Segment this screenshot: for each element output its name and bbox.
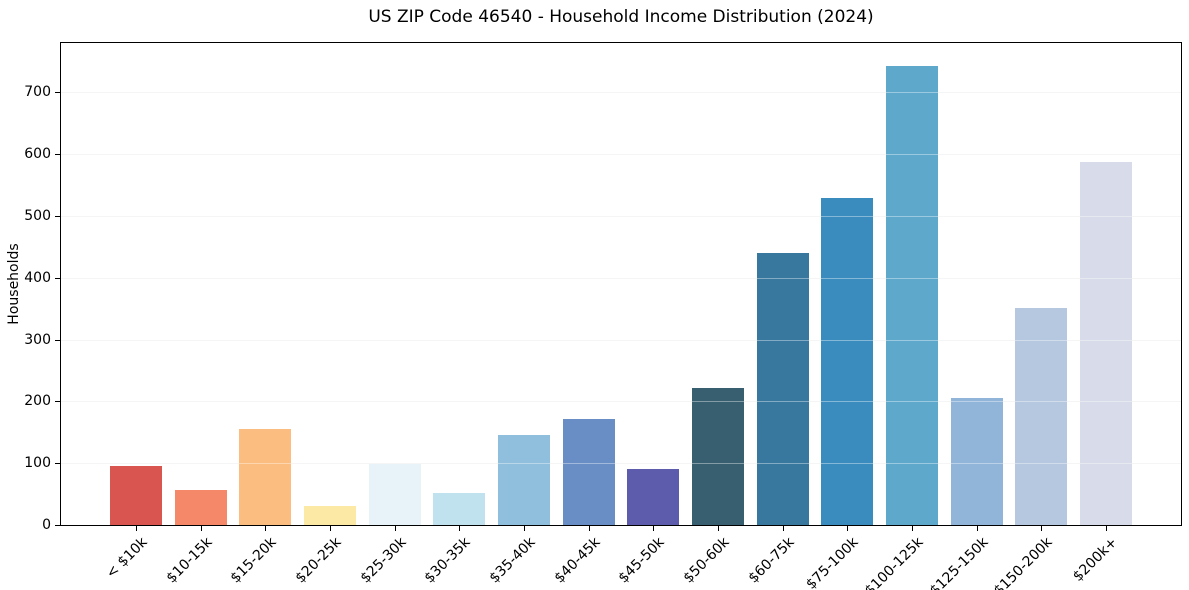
gridline xyxy=(61,154,1181,156)
bar-20-25k xyxy=(304,505,356,525)
bar-150-200k xyxy=(1015,308,1068,525)
x-tick-label: $45-50k xyxy=(615,534,668,587)
plot-area xyxy=(60,42,1182,526)
gridline-overlay xyxy=(61,216,1181,218)
x-tick-mark xyxy=(265,526,267,531)
x-tick-label: $15-20k xyxy=(227,534,280,587)
x-tick-mark xyxy=(847,526,849,531)
gridline xyxy=(61,216,1181,218)
x-tick-mark xyxy=(330,526,331,531)
gridline xyxy=(61,401,1181,403)
bar-60-75k xyxy=(756,252,809,525)
y-tick-mark xyxy=(55,277,60,279)
bar-75-100k xyxy=(821,197,874,525)
gridline-overlay xyxy=(61,463,1181,465)
x-tick-mark xyxy=(588,526,590,531)
x-tick-label: $100-125k xyxy=(861,534,927,590)
x-tick-mark xyxy=(394,526,396,531)
gridline-overlay xyxy=(61,401,1181,403)
x-tick-mark xyxy=(1106,526,1107,531)
bar-25-30k xyxy=(368,463,421,525)
y-tick-label: 200 xyxy=(24,393,51,410)
x-tick-mark xyxy=(782,526,784,531)
x-tick-label: $125-150k xyxy=(926,534,992,590)
x-tick-label: < $10k xyxy=(103,534,151,582)
x-tick-mark xyxy=(136,526,137,531)
x-tick-label: $50-60k xyxy=(680,534,733,587)
y-tick-mark xyxy=(55,92,60,94)
x-tick-mark xyxy=(976,526,978,531)
y-tick-mark xyxy=(55,339,60,341)
bar-125-150k xyxy=(950,397,1003,525)
x-tick-label: $25-30k xyxy=(357,534,410,587)
x-tick-mark xyxy=(524,526,525,531)
x-tick-mark xyxy=(653,526,655,531)
x-tick-label: $30-35k xyxy=(421,534,474,587)
x-tick-label: $35-40k xyxy=(486,534,539,587)
x-tick-mark xyxy=(912,526,913,531)
gridline-overlay xyxy=(61,277,1181,279)
chart-title: US ZIP Code 46540 - Household Income Dis… xyxy=(368,7,874,27)
y-tick-label: 0 xyxy=(42,517,51,533)
y-tick-label: 300 xyxy=(24,331,51,348)
bar-35-40k xyxy=(498,434,550,525)
bar-200k xyxy=(1080,161,1132,525)
x-tick-label: $20-25k xyxy=(292,534,345,587)
y-tick-label: 600 xyxy=(24,146,51,163)
y-tick-mark xyxy=(55,401,60,403)
gridline xyxy=(61,463,1181,465)
x-tick-mark xyxy=(1041,526,1043,531)
gridline-overlay xyxy=(61,339,1181,341)
x-tick-label: $150-200k xyxy=(991,534,1056,590)
bar-30-35k xyxy=(433,492,486,525)
y-tick-mark xyxy=(55,525,60,526)
bar-50-60k xyxy=(692,388,744,525)
gridline xyxy=(61,277,1181,279)
bar-100-125k xyxy=(886,66,938,525)
y-tick-mark xyxy=(55,463,60,465)
gridline-overlay xyxy=(61,154,1181,156)
gridline xyxy=(61,92,1181,94)
y-tick-label: 400 xyxy=(24,269,51,286)
x-tick-label: $60-75k xyxy=(745,534,798,587)
x-tick-mark xyxy=(200,526,202,531)
gridline xyxy=(61,339,1181,341)
y-tick-label: 100 xyxy=(24,455,51,472)
x-tick-label: $200k+ xyxy=(1070,534,1121,585)
gridline-overlay xyxy=(61,92,1181,94)
bar-10-15k xyxy=(174,489,227,525)
x-tick-mark xyxy=(718,526,719,531)
bar-15-20k xyxy=(239,429,292,525)
x-tick-label: $10-15k xyxy=(163,534,216,587)
y-tick-label: 700 xyxy=(24,84,51,101)
y-tick-mark xyxy=(55,154,60,156)
bar-40-45k xyxy=(562,418,615,525)
x-tick-label: $40-45k xyxy=(551,534,604,587)
bar-45-50k xyxy=(627,469,680,525)
bar-10k xyxy=(110,466,162,525)
y-tick-label: 500 xyxy=(24,208,51,225)
x-tick-mark xyxy=(459,526,461,531)
y-tick-mark xyxy=(55,216,60,218)
x-tick-label: $75-100k xyxy=(803,534,862,590)
